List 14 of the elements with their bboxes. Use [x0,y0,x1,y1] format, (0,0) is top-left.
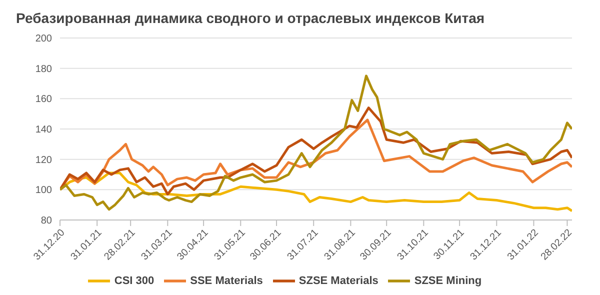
chart-title: Ребазированная динамика сводного и отраслевых индексов Китая [15,9,486,28]
y-tick-label: 140 [35,124,52,136]
y-tick-label: 120 [35,154,52,166]
y-tick-label: 180 [35,64,52,75]
line-series [60,74,572,211]
y-tick-label: 80 [40,216,52,227]
y-tick-label: 200 [35,34,52,45]
line-series [60,106,572,196]
legend-label: SSE Materials [190,274,263,287]
legend-label: SZSE Materials [298,274,378,287]
legend-label: CSI 300 [114,274,154,287]
y-tick-label: 160 [35,94,52,106]
legend-label: SZSE Mining [414,274,482,287]
y-tick-label: 100 [35,185,52,196]
